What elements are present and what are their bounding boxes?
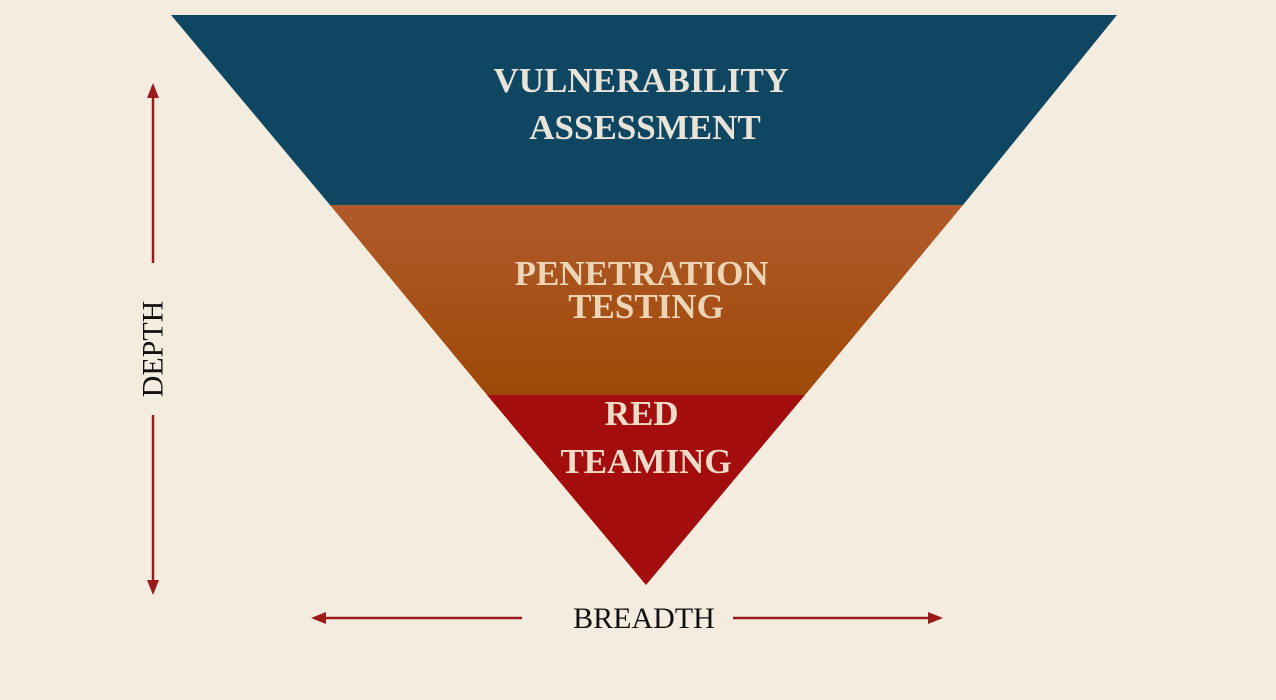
tier-label-line: TEAMING bbox=[560, 442, 731, 481]
depth-label: DEPTH bbox=[137, 301, 170, 398]
tier-label-line: RED bbox=[605, 394, 679, 433]
tier-vulnerability-assessment bbox=[171, 15, 1117, 205]
breadth-label: BREADTH bbox=[573, 602, 715, 635]
tier-label-line: VULNERABILITY bbox=[493, 61, 788, 100]
tier-penetration-testing-label: PENETRATION TESTING bbox=[515, 254, 778, 326]
tier-label-line: PENETRATION bbox=[515, 254, 769, 293]
tier-red-teaming-label: RED TEAMING bbox=[560, 394, 731, 481]
tier-label-line: ASSESSMENT bbox=[529, 108, 760, 147]
tier-penetration-testing bbox=[330, 205, 963, 395]
tier-vulnerability-assessment-label: VULNERABILITY ASSESSMENT bbox=[493, 61, 796, 147]
tier-label-line: TESTING bbox=[568, 287, 724, 326]
tier-red-teaming bbox=[487, 395, 805, 585]
